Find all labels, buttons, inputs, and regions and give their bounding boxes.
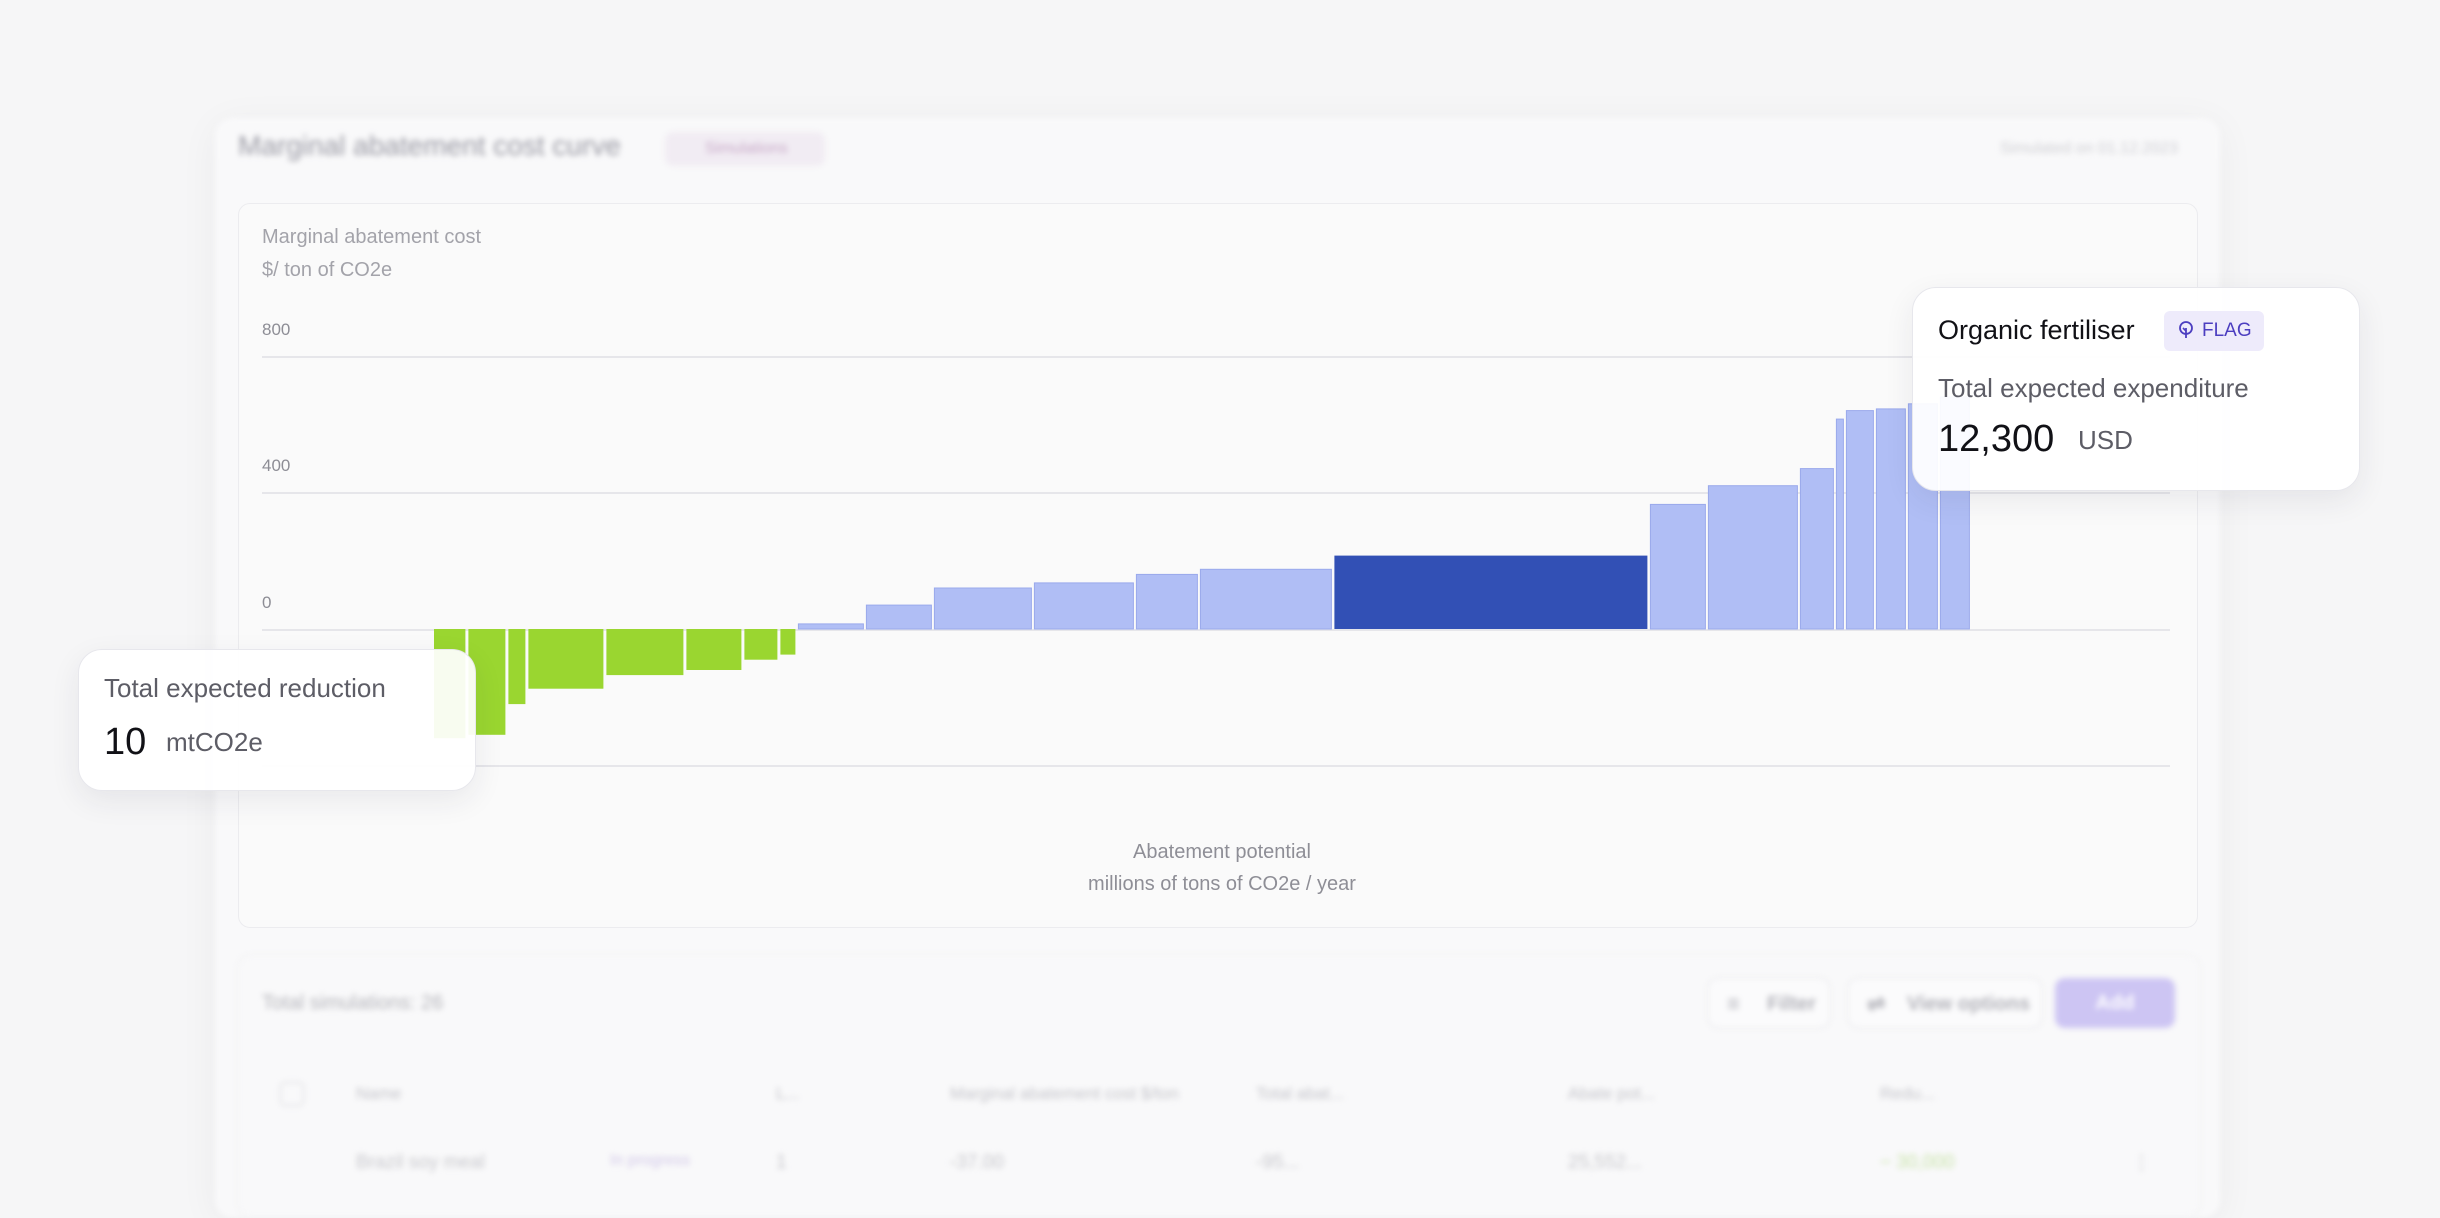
- flag-badge: FLAG: [2164, 311, 2264, 351]
- mac-bar-4[interactable]: [528, 629, 604, 689]
- mac-bar-16[interactable]: [1649, 503, 1706, 630]
- row-status-badge: In progress: [610, 1152, 691, 1169]
- total-simulations: Total simulations: 26: [262, 992, 444, 1014]
- mac-bar-7[interactable]: [744, 629, 778, 660]
- column-header-mac[interactable]: Marginal abatement cost $/ton: [950, 1084, 1179, 1103]
- column-header-abate-potential[interactable]: Abate pot...: [1568, 1084, 1655, 1103]
- page-title: Marginal abatement cost curve: [238, 130, 621, 161]
- y-axis-unit: $/ ton of CO2e: [262, 259, 393, 281]
- filter-button[interactable]: ≡ Filter: [1708, 978, 1830, 1028]
- mac-bar-13[interactable]: [1135, 573, 1198, 630]
- mac-bar-12[interactable]: [1033, 582, 1134, 630]
- mac-bar-14[interactable]: [1199, 568, 1332, 630]
- mac-bar-8[interactable]: [780, 629, 796, 655]
- y-tick-400: 400: [262, 456, 291, 475]
- mac-bar-15[interactable]: [1334, 555, 1648, 629]
- mac-bar-11[interactable]: [933, 587, 1032, 630]
- row-more-menu-icon[interactable]: ⋮: [2132, 1153, 2151, 1174]
- row-name[interactable]: Brazil soy meal: [356, 1152, 485, 1173]
- add-button[interactable]: Add: [2055, 978, 2175, 1028]
- row-abate-potential: 25,552...: [1568, 1152, 1642, 1173]
- column-header-reduction[interactable]: Redu...: [1880, 1084, 1935, 1103]
- column-header-name[interactable]: Name: [356, 1084, 402, 1103]
- mac-bar-18[interactable]: [1799, 468, 1834, 630]
- y-tick-0: 0: [262, 593, 272, 612]
- y-tick-800: 800: [262, 320, 291, 339]
- flag-badge-label: FLAG: [2202, 320, 2252, 341]
- row-total-abatement: -95...: [1256, 1152, 1300, 1173]
- row-mac: -37.00: [950, 1152, 1004, 1173]
- row-l: 1: [776, 1152, 787, 1173]
- total-reduction-card: [78, 649, 476, 791]
- mac-bar-20[interactable]: [1845, 410, 1874, 630]
- mac-bar-21[interactable]: [1875, 408, 1906, 630]
- leaf-icon: [2179, 321, 2193, 338]
- column-header-l[interactable]: L...: [776, 1084, 800, 1103]
- x-axis-title: Abatement potential: [1133, 841, 1311, 863]
- filter-icon: ≡: [1727, 991, 1740, 1016]
- total-reduction-value: 10: [104, 721, 147, 763]
- expenditure-unit: USD: [2078, 425, 2133, 455]
- total-reduction-unit: mtCO2e: [166, 727, 263, 757]
- gridline-400: [262, 492, 2170, 494]
- x-axis-unit: millions of tons of CO2e / year: [1088, 873, 1356, 895]
- expenditure-label: Total expected expenditure: [1938, 373, 2249, 403]
- mac-bar-19[interactable]: [1835, 418, 1844, 630]
- column-header-total-abatement[interactable]: Total abat...: [1256, 1084, 1344, 1103]
- mac-bar-6[interactable]: [686, 629, 742, 670]
- gridline-800: [262, 356, 2170, 358]
- sliders-icon: ⇌: [1867, 991, 1886, 1016]
- mac-bar-9[interactable]: [797, 623, 864, 630]
- select-all-checkbox[interactable]: [280, 1082, 304, 1106]
- mac-bar-10[interactable]: [865, 604, 932, 630]
- simulations-pill: Simulations: [665, 132, 825, 166]
- mac-bar-5[interactable]: [606, 629, 684, 676]
- gridline-neg400: [262, 765, 2170, 767]
- expenditure-card: [1912, 287, 2360, 491]
- filter-label: Filter: [1767, 993, 1816, 1015]
- mac-bar-3[interactable]: [508, 629, 526, 705]
- gridline-0: [262, 629, 2170, 631]
- view-options-label: View options: [1907, 993, 2030, 1015]
- total-reduction-label: Total expected reduction: [104, 673, 386, 703]
- y-axis-title: Marginal abatement cost: [262, 226, 482, 248]
- simulation-date: Simulated on 01.12.2023: [2000, 140, 2178, 157]
- expenditure-card-title: Organic fertiliser: [1938, 315, 2135, 345]
- mac-bar-17[interactable]: [1707, 485, 1798, 630]
- expenditure-value: 12,300: [1938, 418, 2055, 460]
- view-options-button[interactable]: ⇌ View options: [1848, 978, 2042, 1028]
- row-reduction: − 30,000: [1880, 1152, 1955, 1173]
